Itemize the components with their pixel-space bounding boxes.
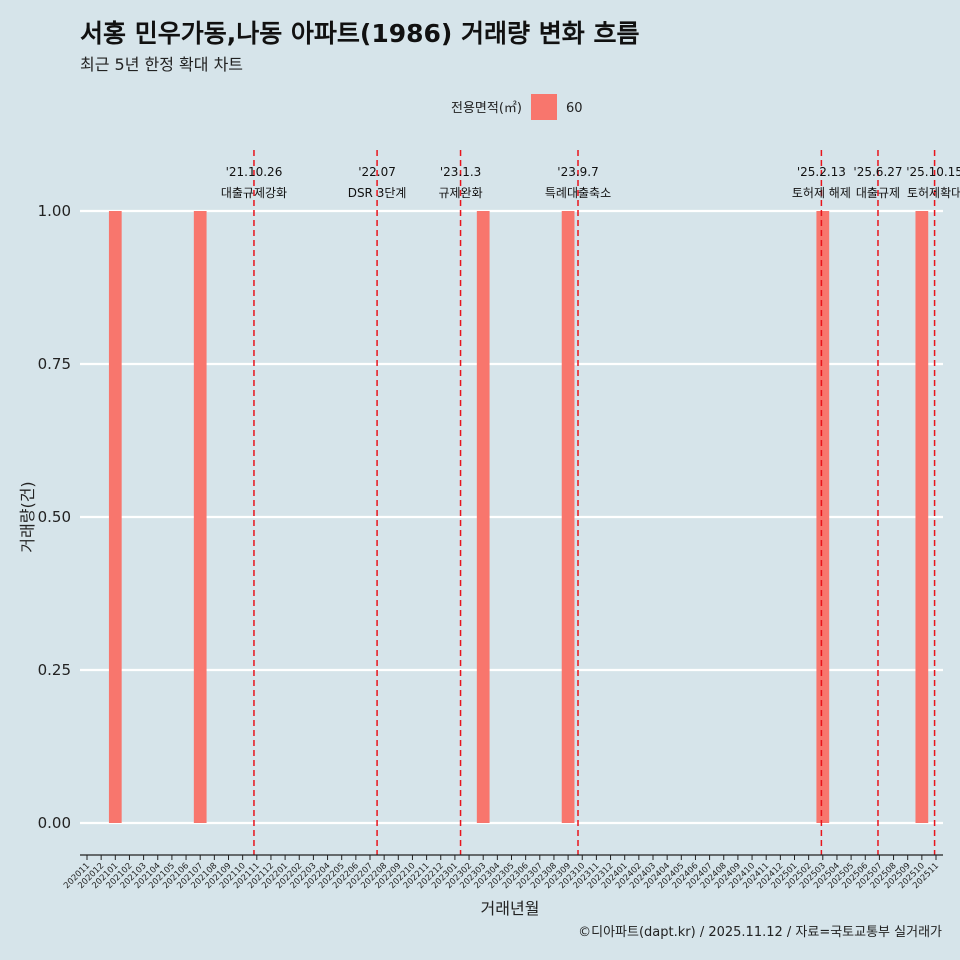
- y-axis-ticks: 0.00 0.25 0.50 0.75 1.00: [38, 202, 71, 832]
- event-name-label: 대출규제강화: [221, 186, 287, 200]
- bar: [193, 211, 207, 823]
- event-name-label: DSR 3단계: [348, 186, 407, 200]
- x-axis-ticks: 2020112020122021012021022021032021042021…: [62, 855, 941, 891]
- event-date-label: '22.07: [358, 165, 396, 179]
- chart-title: 서홍 민우가동,나동 아파트(1986) 거래량 변화 흐름: [80, 19, 639, 48]
- legend-entry-label: 60: [566, 101, 583, 116]
- bars: [108, 211, 929, 823]
- y-tick-label: 0.50: [38, 508, 71, 526]
- bar: [915, 211, 929, 823]
- bar: [108, 211, 122, 823]
- event-name-label: 토허제 해제: [792, 186, 851, 200]
- chart-subtitle: 최근 5년 한정 확대 차트: [80, 55, 243, 74]
- event-date-label: '21.10.26: [226, 165, 283, 179]
- event-name-label: 특례대출축소: [545, 186, 611, 200]
- legend: 전용면적(㎡) 60: [451, 94, 583, 120]
- caption: ©디아파트(dapt.kr) / 2025.11.12 / 자료=국토교통부 실…: [578, 925, 942, 940]
- bar: [561, 211, 575, 823]
- event-name-label: 규제완화: [438, 186, 482, 200]
- y-tick-label: 1.00: [38, 202, 71, 220]
- event-date-label: '25.6.27: [853, 165, 902, 179]
- bar: [476, 211, 490, 823]
- y-tick-label: 0.00: [38, 814, 71, 832]
- gridlines: [80, 209, 943, 825]
- event-markers: '21.10.26 대출규제강화 '22.07 DSR 3단계 '23.1.3 규제완화 '…: [221, 150, 960, 855]
- event-date-label: '25.2.13: [797, 165, 846, 179]
- bar: [816, 211, 830, 823]
- event-date-label: '25.10.15: [906, 165, 960, 179]
- legend-swatch: [531, 94, 557, 120]
- event-date-label: '23.1.3: [440, 165, 481, 179]
- y-tick-label: 0.25: [38, 661, 71, 679]
- y-tick-label: 0.75: [38, 355, 71, 373]
- event-date-label: '23.9.7: [557, 165, 598, 179]
- x-axis-title: 거래년월: [481, 899, 540, 918]
- legend-title: 전용면적(㎡): [451, 101, 522, 116]
- event-name-label: 토허제확대: [907, 186, 960, 200]
- event-name-label: 대출규제: [856, 186, 900, 200]
- y-axis-title: 거래량(건): [18, 481, 37, 552]
